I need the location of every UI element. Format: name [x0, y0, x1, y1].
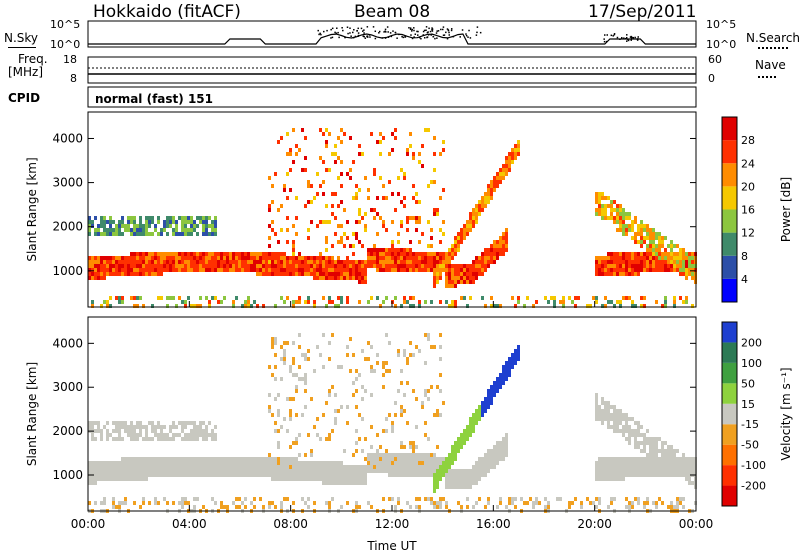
nave-legend-line [758, 76, 776, 78]
station-title: Hokkaido (fitACF) [93, 2, 241, 22]
power-colorbar-segment [722, 209, 737, 233]
xtick-label: 12:00 [375, 517, 410, 531]
power-colorbar-tick: 12 [741, 227, 755, 240]
freq-right-tick-top: 60 [708, 53, 722, 66]
velocity-colorbar-tick: -15 [741, 418, 759, 431]
nsky-line [88, 33, 696, 45]
velocity-colorbar-segment [722, 424, 737, 445]
power-colorbar-tick: 8 [741, 250, 748, 263]
velocity-colorbar-tick: 100 [741, 357, 762, 370]
freq-left-tick-bottom: 8 [70, 72, 77, 85]
freq-label: Freq. [18, 52, 48, 66]
velocity-ytick-label: 4000 [52, 336, 83, 350]
power-colorbar-segment [722, 163, 737, 187]
power-colorbar-label: Power [dB] [779, 177, 793, 242]
power-colorbar-segment [722, 255, 737, 279]
nsearch-label: N.Search [746, 31, 800, 45]
nsky-right-tick-bottom: 10^0 [706, 38, 737, 51]
power-colorbar-segment [722, 232, 737, 256]
freq-panel-frame [87, 56, 697, 84]
velocity-ytick-label: 2000 [52, 424, 83, 438]
xtick-label: 00:00 [679, 517, 714, 531]
xaxis-label: Time UT [366, 539, 417, 553]
xtick-label: 08:00 [273, 517, 308, 531]
velocity-colorbar-tick: 50 [741, 377, 755, 390]
velocity-colorbar-tick: -100 [741, 459, 766, 472]
cpid-text: normal (fast) 151 [95, 92, 213, 106]
xtick-label: 16:00 [476, 517, 511, 531]
nsearch-legend-line [758, 47, 788, 49]
velocity-colorbar-segment [722, 485, 737, 506]
velocity-colorbar-tick: 15 [741, 398, 755, 411]
power-colorbar-segment [722, 186, 737, 210]
velocity-ytick-label: 1000 [52, 468, 83, 482]
nsky-legend-line [8, 47, 36, 48]
velocity-cells [88, 333, 697, 513]
velocity-colorbar-label: Velocity [m s⁻¹] [779, 367, 793, 460]
power-colorbar-tick: 20 [741, 180, 755, 193]
nsky-right-tick-top: 10^5 [706, 18, 737, 31]
velocity-colorbar-segment [722, 465, 737, 486]
velocity-colorbar-tick: 200 [741, 336, 762, 349]
nsky-panel-frame [87, 20, 697, 48]
velocity-colorbar-segment [722, 444, 737, 466]
nsky-left-tick-bottom: 10^0 [50, 38, 81, 51]
nsky-label: N.Sky [4, 31, 39, 45]
power-colorbar-tick: 28 [741, 134, 755, 147]
velocity-colorbar-segment [722, 322, 737, 343]
date-title: 17/Sep/2011 [588, 2, 697, 22]
power-colorbar-tick: 24 [741, 157, 755, 170]
freq-unit: [MHz] [8, 65, 44, 79]
xtick-label: 04:00 [172, 517, 207, 531]
power-colorbar-tick: 16 [741, 204, 755, 217]
velocity-colorbar-segment [722, 342, 737, 363]
freq-right-tick-bottom: 0 [708, 72, 715, 85]
nave-label: Nave [755, 58, 786, 72]
cpid-panel-frame [87, 86, 697, 108]
power-colorbar-segment [722, 278, 737, 302]
velocity-colorbar-segment [722, 383, 737, 404]
power-cells [88, 128, 697, 308]
velocity-colorbar-segment [722, 403, 737, 425]
nsky-left-tick-top: 10^5 [50, 18, 81, 31]
power-ytick-label: 3000 [52, 176, 83, 190]
freq-left-tick-top: 18 [63, 53, 77, 66]
velocity-ylabel: Slant Range [km] [25, 362, 39, 466]
velocity-colorbar-tick: -200 [741, 480, 766, 493]
power-colorbar-segment [722, 140, 737, 164]
power-colorbar-frame [721, 116, 738, 303]
power-ylabel: Slant Range [km] [25, 157, 39, 261]
power-ytick-label: 4000 [52, 131, 83, 145]
power-colorbar-tick: 4 [741, 273, 748, 286]
power-colorbar-segment [722, 117, 737, 141]
beam-title: Beam 08 [354, 2, 431, 22]
velocity-colorbar-tick: -50 [741, 439, 759, 452]
velocity-ytick-label: 3000 [52, 380, 83, 394]
xtick-label: 20:00 [577, 517, 612, 531]
xtick-label: 00:00 [71, 517, 106, 531]
velocity-colorbar-segment [722, 362, 737, 384]
velocity-colorbar-frame [721, 321, 738, 507]
power-ytick-label: 1000 [52, 264, 83, 278]
cpid-label: CPID [8, 91, 41, 105]
nsearch-dots [317, 26, 639, 43]
power-ytick-label: 2000 [52, 220, 83, 234]
